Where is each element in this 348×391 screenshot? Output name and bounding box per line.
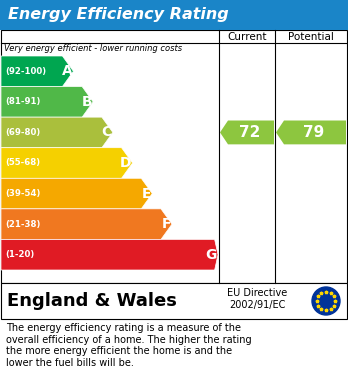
Bar (0, 0, 348, 30)
Text: Not energy efficient - higher running costs: Not energy efficient - higher running co… (4, 261, 182, 270)
Text: (81-91): (81-91) (5, 97, 40, 106)
Text: Current: Current (227, 32, 267, 41)
Text: Potential: Potential (288, 32, 334, 41)
Text: F: F (161, 217, 171, 231)
Text: E: E (142, 187, 151, 201)
Text: EU Directive
2002/91/EC: EU Directive 2002/91/EC (227, 288, 287, 310)
Text: The energy efficiency rating is a measure of the
overall efficiency of a home. T: The energy efficiency rating is a measur… (6, 323, 252, 368)
Text: Energy Efficiency Rating: Energy Efficiency Rating (8, 7, 229, 23)
Polygon shape (1, 86, 93, 117)
Polygon shape (1, 117, 113, 148)
Polygon shape (220, 120, 274, 144)
Polygon shape (1, 148, 133, 178)
Text: (21-38): (21-38) (5, 220, 40, 229)
Text: England & Wales: England & Wales (7, 292, 177, 310)
Polygon shape (276, 120, 346, 144)
Text: C: C (102, 126, 112, 140)
Bar (1, 30, 347, 283)
Text: 72: 72 (239, 125, 261, 140)
Text: A: A (62, 64, 72, 78)
Text: 79: 79 (303, 125, 325, 140)
Text: (55-68): (55-68) (5, 158, 40, 167)
Text: D: D (120, 156, 132, 170)
Text: (1-20): (1-20) (5, 250, 34, 259)
Circle shape (312, 287, 340, 315)
Polygon shape (1, 178, 152, 209)
Polygon shape (1, 209, 172, 239)
Polygon shape (1, 239, 218, 270)
Text: (69-80): (69-80) (5, 128, 40, 137)
Text: (39-54): (39-54) (5, 189, 40, 198)
Polygon shape (1, 56, 73, 86)
Bar (1, 283, 347, 319)
Text: Very energy efficient - lower running costs: Very energy efficient - lower running co… (4, 44, 182, 53)
Text: G: G (206, 248, 217, 262)
Text: (92-100): (92-100) (5, 67, 46, 76)
Text: B: B (81, 95, 92, 109)
